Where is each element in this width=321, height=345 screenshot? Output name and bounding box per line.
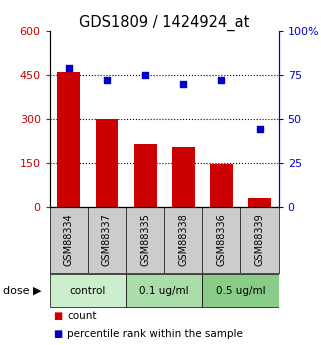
Text: GSM88338: GSM88338 bbox=[178, 213, 188, 266]
Text: GSM88339: GSM88339 bbox=[255, 213, 265, 266]
FancyBboxPatch shape bbox=[50, 274, 126, 307]
Point bbox=[66, 65, 71, 71]
Text: 0.5 ug/ml: 0.5 ug/ml bbox=[216, 286, 265, 296]
Bar bbox=[96, 119, 118, 207]
Point bbox=[104, 78, 109, 83]
FancyBboxPatch shape bbox=[202, 274, 279, 307]
Bar bbox=[134, 144, 157, 207]
Bar bbox=[210, 164, 233, 207]
Bar bbox=[172, 147, 195, 207]
Text: percentile rank within the sample: percentile rank within the sample bbox=[67, 329, 243, 339]
Point bbox=[219, 78, 224, 83]
Bar bbox=[57, 72, 80, 207]
Point bbox=[143, 72, 148, 78]
Point bbox=[181, 81, 186, 87]
FancyBboxPatch shape bbox=[126, 274, 202, 307]
Text: GSM88335: GSM88335 bbox=[140, 213, 150, 266]
Text: GSM88336: GSM88336 bbox=[216, 213, 226, 266]
Bar bbox=[248, 198, 271, 207]
Text: ■: ■ bbox=[53, 311, 62, 321]
Point bbox=[257, 127, 262, 132]
Text: GSM88337: GSM88337 bbox=[102, 213, 112, 266]
Text: ■: ■ bbox=[53, 329, 62, 339]
Text: GSM88334: GSM88334 bbox=[64, 213, 74, 266]
Text: 0.1 ug/ml: 0.1 ug/ml bbox=[139, 286, 189, 296]
Text: control: control bbox=[70, 286, 106, 296]
Text: count: count bbox=[67, 311, 97, 321]
Text: dose ▶: dose ▶ bbox=[3, 286, 42, 296]
Title: GDS1809 / 1424924_at: GDS1809 / 1424924_at bbox=[79, 15, 249, 31]
